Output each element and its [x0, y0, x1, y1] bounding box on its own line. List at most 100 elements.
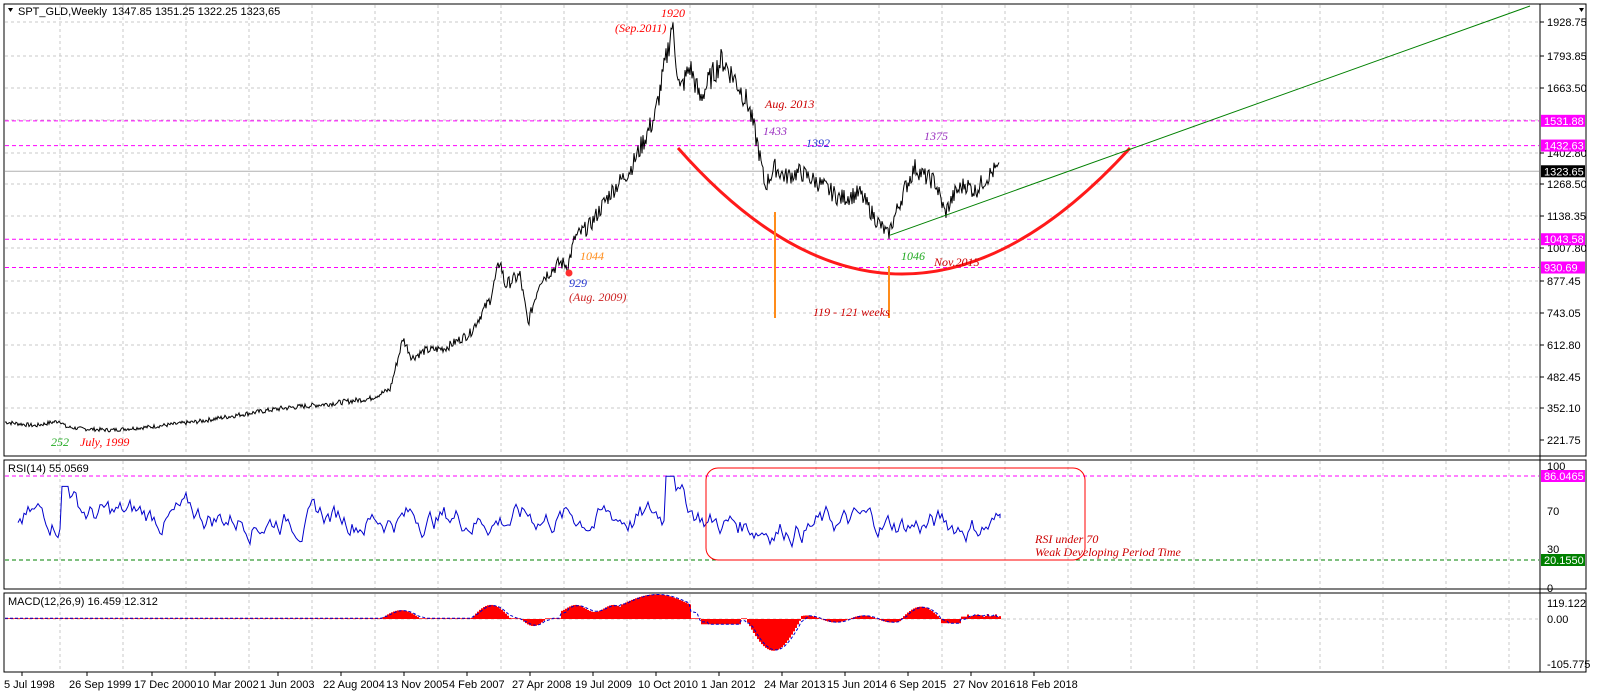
macd-bar: [579, 605, 581, 619]
macd-bar: [509, 617, 511, 619]
macd-bar: [985, 615, 987, 619]
macd-bar: [535, 619, 537, 626]
x-tick-label: 27 Nov 2016: [953, 679, 1015, 691]
ann-nov-2015: Nov.2015: [933, 255, 979, 269]
macd-bar: [861, 615, 863, 619]
macd-bar: [543, 619, 545, 621]
main-title: SPT_GLD,Weekly: [18, 6, 108, 18]
macd-bar: [715, 619, 717, 625]
macd-bar: [799, 619, 801, 621]
macd-signal-line: [5, 594, 1000, 651]
macd-bar: [765, 619, 767, 648]
macd-bar: [153, 618, 155, 619]
macd-bar: [63, 618, 65, 619]
macd-bar: [615, 605, 617, 619]
macd-bar: [183, 618, 185, 619]
macd-bar: [661, 594, 663, 619]
macd-bar: [631, 599, 633, 619]
ann-1044: 1044: [580, 249, 604, 263]
macd-bar: [935, 614, 937, 619]
collapse-arrow-icon[interactable]: [8, 8, 13, 12]
macd-bar: [527, 619, 529, 625]
y-tick-label: 1138.35: [1547, 211, 1586, 223]
macd-bar: [857, 616, 859, 619]
macd-bar: [981, 615, 983, 619]
macd-bar: [555, 618, 557, 619]
macd-bar: [789, 619, 791, 638]
macd-bar: [677, 599, 679, 619]
price-box: [1541, 165, 1585, 178]
macd-bar: [491, 604, 493, 619]
macd-bar: [815, 617, 817, 619]
macd-bar: [473, 615, 475, 619]
macd-bar: [841, 619, 843, 622]
x-tick-label: 22 Aug 2004: [323, 679, 385, 691]
price-series-line: [4, 22, 1000, 433]
macd-bar: [481, 608, 483, 619]
macd-bar: [627, 601, 629, 619]
macd-bar: [731, 619, 733, 625]
macd-bar: [889, 619, 891, 623]
macd-bar: [633, 599, 635, 619]
macd-bar: [497, 606, 499, 619]
macd-bar: [549, 618, 551, 619]
macd-bar: [695, 618, 697, 619]
price-box: [1541, 114, 1585, 127]
macd-bar: [415, 615, 417, 619]
macd-bar: [495, 605, 497, 619]
time-axis: 5 Jul 1998 26 Sep 1999 17 Dec 2000 10 Mar 2…: [4, 672, 1078, 691]
macd-bar: [403, 610, 405, 619]
macd-bar: [697, 618, 699, 619]
macd-bar: [405, 610, 407, 619]
macd-bar: [957, 619, 959, 624]
macd-bar: [475, 613, 477, 619]
macd-bar: [989, 616, 991, 619]
ann-july-1999: July, 1999: [80, 435, 129, 449]
x-tick-label: 27 Apr 2008: [512, 679, 571, 691]
y-tick-label: 1663.50: [1547, 83, 1587, 95]
macd-bar: [563, 609, 565, 619]
macd-bar: [723, 619, 725, 625]
macd-bar: [843, 619, 845, 621]
macd-bar: [899, 619, 901, 622]
macd-bar: [763, 619, 765, 647]
macd-bar: [587, 609, 589, 619]
rsi-level-label: 86.0465: [1544, 471, 1584, 483]
macd-tick-label: 119.122: [1547, 598, 1586, 610]
macd-bar: [575, 604, 577, 619]
macd-bar: [619, 606, 621, 619]
macd-bar: [547, 618, 549, 619]
price-box: [1541, 139, 1585, 152]
macd-bar: [875, 618, 877, 619]
y-tick-label: 743.05: [1547, 308, 1581, 320]
macd-bar: [43, 618, 45, 619]
macd-bar: [867, 615, 869, 619]
macd-bar: [531, 619, 533, 626]
macd-bar: [455, 618, 457, 619]
macd-bar: [507, 615, 509, 619]
ann-1920: 1920: [661, 6, 685, 20]
macd-bar: [885, 619, 887, 622]
price-box-label: 1531.88: [1544, 116, 1584, 128]
macd-bar: [591, 611, 593, 619]
macd-bar: [667, 595, 669, 619]
macd-bar: [203, 618, 205, 619]
macd-scale: 119.122 0.00 -105.775: [1547, 598, 1590, 671]
menu-arrow-icon[interactable]: [1579, 8, 1584, 12]
x-tick-label: 19 Jul 2009: [575, 679, 632, 691]
macd-bar: [343, 618, 345, 619]
macd-bar: [869, 616, 871, 619]
macd-bar: [623, 603, 625, 619]
macd-bar: [173, 618, 175, 619]
rsi-line: [17, 475, 1001, 549]
macd-bar: [773, 619, 775, 651]
macd-bar: [389, 613, 391, 619]
macd-bar: [895, 619, 897, 623]
macd-title: MACD(12,26,9) 16.459 12.312: [8, 596, 158, 608]
macd-bar: [705, 619, 707, 625]
macd-bar: [461, 618, 463, 619]
macd-bar: [419, 618, 421, 619]
macd-bar: [637, 597, 639, 619]
macd-bar: [937, 616, 939, 619]
